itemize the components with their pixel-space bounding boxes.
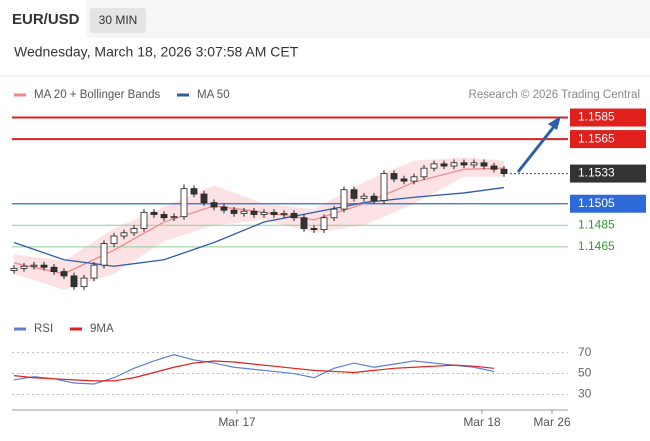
y-tick-label: 50 xyxy=(578,366,592,380)
candle-body xyxy=(30,264,38,267)
y-tick-label: 30 xyxy=(578,387,592,401)
level-label: 1.1533 xyxy=(578,166,615,180)
y-tick-label: 70 xyxy=(578,345,592,359)
level-box xyxy=(570,108,646,127)
candle-body xyxy=(340,189,348,210)
forecast-arrow-head xyxy=(548,116,561,130)
candle-body xyxy=(370,195,378,201)
candle-body xyxy=(130,228,138,234)
level-label: 1.1585 xyxy=(578,110,615,124)
timeframe-badge[interactable] xyxy=(90,8,146,33)
candle-body xyxy=(490,165,498,170)
candle-body xyxy=(140,211,148,229)
symbol: EUR/USD xyxy=(12,11,80,28)
indicator-line xyxy=(13,360,495,382)
indicator-line xyxy=(13,354,495,385)
candle-body xyxy=(420,167,428,178)
candle-body xyxy=(90,264,98,279)
candle-body xyxy=(400,178,408,182)
candle-body xyxy=(110,235,118,244)
legend-label: MA 50 xyxy=(197,89,230,101)
level-label: 1.1505 xyxy=(578,196,615,210)
timeframe[interactable]: 30 MIN xyxy=(99,13,138,27)
level-label: 1.1485 xyxy=(578,217,615,231)
candle-body xyxy=(460,162,468,166)
candle-body xyxy=(150,211,158,215)
candle-body xyxy=(360,195,368,199)
candle-body xyxy=(260,211,268,215)
candle-body xyxy=(270,211,278,215)
legend-label: RSI xyxy=(34,323,53,335)
legend-label: MA 20 + Bollinger Bands xyxy=(34,89,161,101)
candle-body xyxy=(470,162,478,166)
timestamp: Wednesday, March 18, 2026 3:07:58 AM CET xyxy=(14,44,299,60)
candle-body xyxy=(180,188,188,218)
level-box xyxy=(570,194,646,213)
x-tick-label: Mar 17 xyxy=(218,415,256,429)
candle-body xyxy=(50,266,58,273)
source: Research © 2026 Trading Central xyxy=(469,89,640,101)
moving-average xyxy=(13,186,505,267)
legend-label: 9MA xyxy=(90,323,114,335)
candle-body xyxy=(500,168,508,174)
candle-body xyxy=(210,202,218,208)
x-tick-label: Mar 26 xyxy=(533,415,571,429)
candle-body xyxy=(70,275,78,288)
candle-body xyxy=(440,163,448,167)
candle-body xyxy=(170,216,178,219)
candle-body xyxy=(80,277,88,288)
x-tick-label: Mar 18 xyxy=(463,415,501,429)
candle-body xyxy=(320,217,328,230)
candle-body xyxy=(230,209,238,214)
candle-body xyxy=(120,232,128,237)
forecast-arrow xyxy=(516,123,558,173)
candle-body xyxy=(280,213,288,215)
candle-body xyxy=(220,206,228,211)
candle-body xyxy=(430,163,438,169)
candle-body xyxy=(380,173,388,201)
candle-body xyxy=(60,271,68,277)
candle-body xyxy=(160,214,168,219)
candle-body xyxy=(40,264,48,268)
candle-body xyxy=(190,188,198,195)
candle-body xyxy=(200,193,208,204)
candle-body xyxy=(20,265,28,269)
level-box xyxy=(570,164,646,183)
candle-body xyxy=(410,176,418,182)
level-label: 1.1465 xyxy=(578,239,615,253)
symbol-area xyxy=(0,0,86,38)
candle-body xyxy=(310,228,318,230)
candle-body xyxy=(100,243,108,266)
candle-body xyxy=(10,267,18,271)
candle-body xyxy=(330,208,338,219)
candle-body xyxy=(350,189,358,199)
candle-body xyxy=(450,162,458,167)
candle-body xyxy=(290,213,298,219)
candle-body xyxy=(300,217,308,229)
candle-body xyxy=(240,210,248,214)
candle-body xyxy=(390,173,398,180)
candle-body xyxy=(250,210,258,215)
candle-body xyxy=(480,162,488,167)
level-box xyxy=(570,130,646,149)
level-label: 1.1565 xyxy=(578,131,615,145)
